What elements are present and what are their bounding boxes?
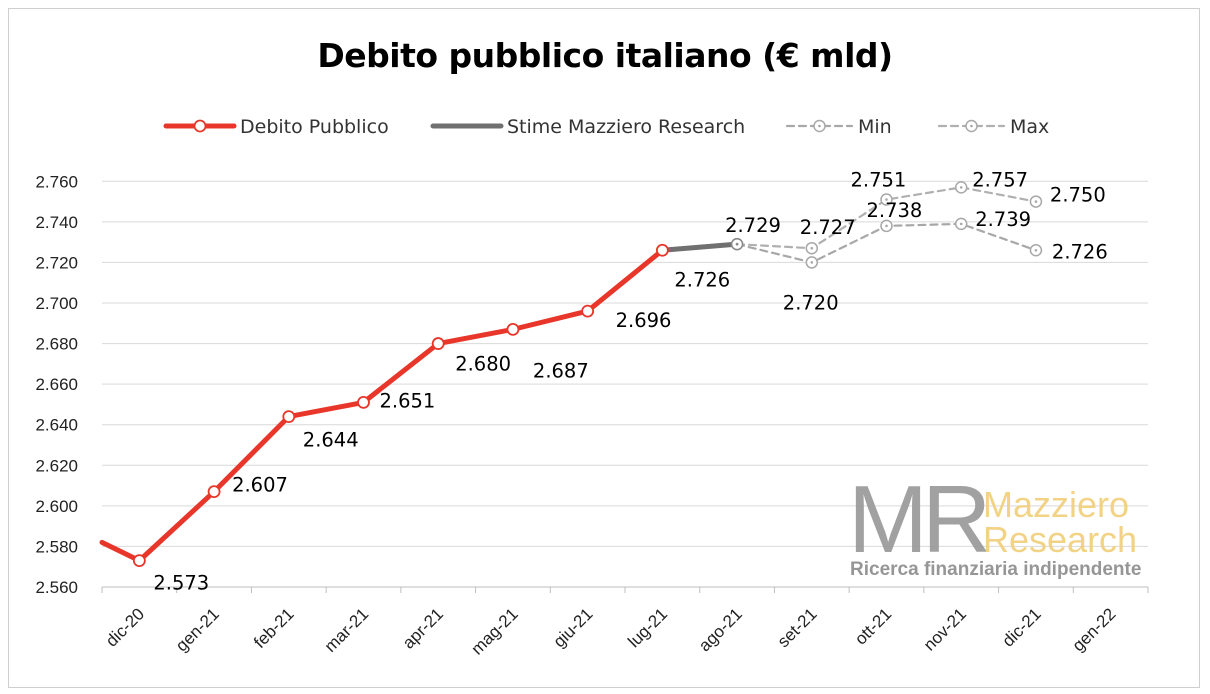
x-tick-label: apr-21: [399, 604, 447, 652]
data-label: 2.727: [800, 216, 856, 239]
data-label: 2.607: [232, 474, 288, 497]
y-tick-label: 2.680: [35, 335, 78, 354]
data-point: [132, 554, 146, 568]
legend: Debito Pubblico Stime Mazziero Research Mi…: [163, 116, 1049, 138]
data-label: 2.739: [975, 208, 1031, 231]
chart-frame: [8, 8, 1200, 688]
data-label: 2.696: [616, 309, 672, 332]
y-tick-label: 2.620: [35, 456, 78, 475]
data-label: 2.751: [851, 169, 907, 192]
data-point: [506, 322, 520, 336]
data-point: [581, 304, 595, 318]
watermark-logo: MR Mazziero Research Ricerca finanziaria…: [848, 466, 1141, 580]
x-tick-label: nov-21: [920, 604, 970, 654]
x-tick-label: dic-21: [999, 604, 1045, 650]
y-tick-label: 2.740: [35, 213, 78, 232]
watermark-tagline: Ricerca finanziaria indipendente: [850, 559, 1141, 580]
legend-item-debito-pubblico: Debito Pubblico: [163, 116, 389, 138]
y-tick-label: 2.600: [35, 497, 78, 516]
data-point-center: [810, 261, 814, 264]
watermark-name-line1: Mazziero: [983, 484, 1129, 525]
data-label: 2.720: [783, 291, 839, 314]
y-tick-label: 2.560: [35, 578, 78, 597]
data-point: [207, 485, 221, 499]
legend-item-min: Min: [785, 116, 892, 138]
legend-item-max: Max: [937, 116, 1049, 138]
data-label: 2.651: [380, 389, 436, 412]
data-label: 2.644: [303, 429, 359, 452]
legend-marker-center: [818, 124, 821, 128]
x-tick-label: ago-21: [695, 604, 746, 655]
data-point: [282, 410, 296, 424]
data-label: 2.738: [867, 199, 923, 222]
legend-label: Debito Pubblico: [240, 116, 389, 138]
chart-title: Debito pubblico italiano (€ mld): [317, 36, 893, 75]
data-point-center: [1034, 248, 1038, 252]
data-point-center: [959, 222, 963, 226]
data-label: 2.726: [674, 268, 730, 291]
x-tick-label: dic-20: [102, 604, 148, 650]
y-tick-label: 2.640: [35, 416, 78, 435]
series-markers: [132, 181, 1043, 568]
legend-label: Max: [1010, 116, 1049, 138]
x-tick-label: feb-21: [250, 604, 298, 652]
data-label: 2.687: [533, 359, 589, 382]
x-tick-label: mag-21: [468, 604, 522, 658]
x-tick-label: mar-21: [321, 604, 373, 656]
legend-marker: [193, 119, 207, 133]
data-point-center: [959, 186, 963, 189]
x-tick-label: set-21: [774, 604, 821, 651]
x-tick-label: gen-21: [172, 604, 223, 655]
data-label: 2.729: [725, 214, 781, 237]
data-point-center: [735, 242, 739, 246]
data-point: [431, 337, 445, 350]
data-label: 2.680: [455, 353, 511, 376]
data-label: 2.757: [972, 168, 1028, 191]
watermark-name-line2: Research: [983, 519, 1137, 560]
x-tick-label: giu-21: [550, 604, 597, 651]
legend-item-stime-mazziero-research: Stime Mazziero Research: [430, 116, 745, 138]
data-label: 2.750: [1050, 184, 1106, 207]
data-point: [357, 395, 370, 409]
y-tick-label: 2.700: [35, 294, 78, 313]
y-tick-label: 2.580: [35, 537, 78, 556]
x-tick-label: lug-21: [624, 604, 671, 651]
data-point-center: [885, 198, 888, 201]
legend-marker-center: [970, 124, 973, 128]
data-label: 2.573: [153, 572, 209, 595]
data-point: [655, 243, 669, 257]
y-tick-label: 2.720: [35, 253, 78, 272]
data-point-center: [810, 246, 814, 250]
watermark-monogram: MR: [848, 466, 987, 573]
x-tick-label: ott-21: [851, 604, 895, 648]
gridlines: [102, 180, 1148, 588]
series-line-stime-mazziero-research: [659, 241, 740, 253]
legend-label: Stime Mazziero Research: [507, 116, 745, 138]
x-tick-label: gen-22: [1069, 604, 1120, 655]
data-label: 2.726: [1052, 240, 1108, 263]
data-point-center: [885, 224, 888, 228]
y-tick-label: 2.660: [35, 375, 78, 394]
y-tick-label: 2.760: [35, 172, 78, 191]
data-point-center: [1034, 200, 1038, 203]
legend-label: Min: [858, 116, 892, 138]
